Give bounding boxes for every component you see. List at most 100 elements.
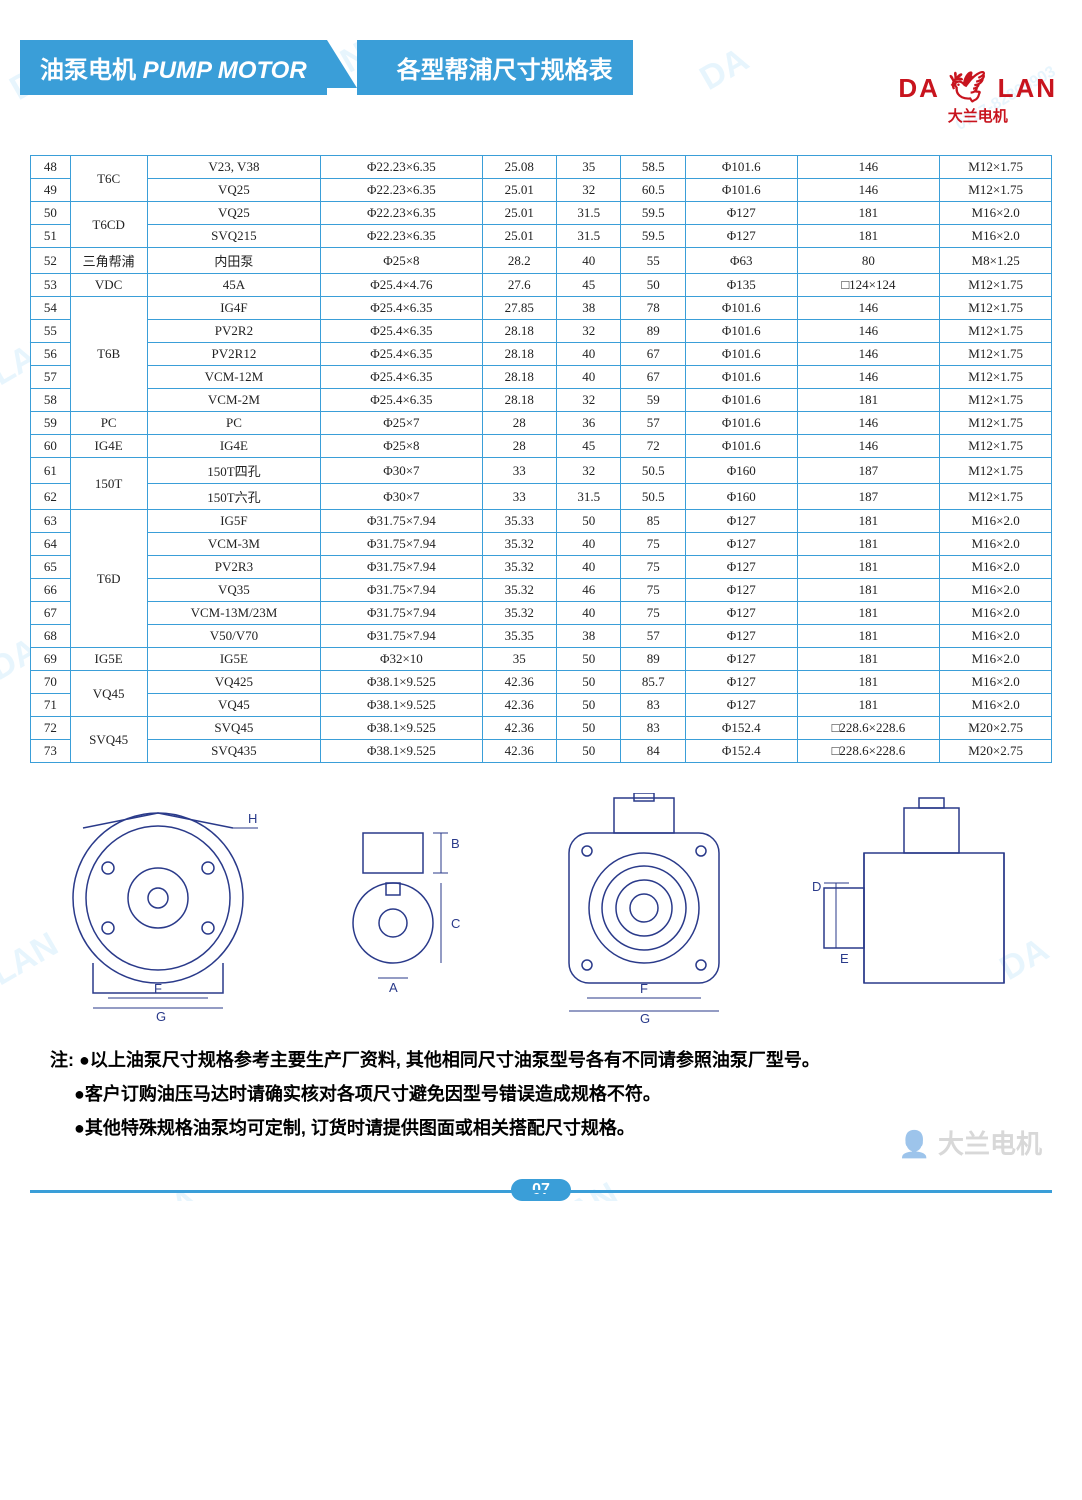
row-cell: M16×2.0 — [940, 202, 1052, 225]
row-cell: Φ25×8 — [321, 435, 482, 458]
svg-text:F: F — [154, 981, 162, 996]
row-cell: 181 — [797, 625, 940, 648]
table-row: 53VDC45AΦ25.4×4.7627.64550Φ135□124×124M1… — [31, 274, 1052, 297]
row-cell: 146 — [797, 435, 940, 458]
row-category: VQ45 — [70, 671, 147, 717]
row-cell: 28.18 — [482, 389, 556, 412]
row-cell: 181 — [797, 648, 940, 671]
row-cell: 50 — [556, 648, 621, 671]
row-index: 55 — [31, 320, 71, 343]
row-cell: 85 — [621, 510, 686, 533]
row-cell: 187 — [797, 484, 940, 510]
note-2: ●客户订购油压马达时请确实核对各项尺寸避免因型号错误造成规格不符。 — [74, 1084, 661, 1104]
table-row: 50T6CDVQ25Φ22.23×6.3525.0131.559.5Φ12718… — [31, 202, 1052, 225]
row-cell: 35 — [556, 156, 621, 179]
row-model: VCM-12M — [147, 366, 321, 389]
row-cell: 83 — [621, 694, 686, 717]
row-model: SVQ435 — [147, 740, 321, 763]
row-cell: 40 — [556, 343, 621, 366]
row-model: SVQ215 — [147, 225, 321, 248]
row-cell: 42.36 — [482, 740, 556, 763]
row-cell: 25.08 — [482, 156, 556, 179]
row-cell: 35.35 — [482, 625, 556, 648]
row-cell: 40 — [556, 602, 621, 625]
row-cell: Φ101.6 — [685, 389, 797, 412]
row-cell: Φ31.75×7.94 — [321, 556, 482, 579]
row-cell: Φ38.1×9.525 — [321, 671, 482, 694]
row-index: 70 — [31, 671, 71, 694]
row-cell: Φ63 — [685, 248, 797, 274]
row-model: VQ45 — [147, 694, 321, 717]
table-row: 73SVQ435Φ38.1×9.52542.365084Φ152.4□228.6… — [31, 740, 1052, 763]
row-category: 150T — [70, 458, 147, 510]
row-cell: 28.2 — [482, 248, 556, 274]
row-cell: 146 — [797, 366, 940, 389]
row-cell: 181 — [797, 533, 940, 556]
row-model: VQ25 — [147, 179, 321, 202]
row-cell: 181 — [797, 389, 940, 412]
row-cell: 27.85 — [482, 297, 556, 320]
row-model: V23, V38 — [147, 156, 321, 179]
spec-table: 48T6CV23, V38Φ22.23×6.3525.083558.5Φ101.… — [30, 155, 1052, 763]
bird-icon: 🕊 — [948, 71, 988, 104]
brand-lan: LAN — [998, 73, 1057, 103]
row-cell: 146 — [797, 412, 940, 435]
row-cell: Φ25.4×6.35 — [321, 320, 482, 343]
row-index: 68 — [31, 625, 71, 648]
row-cell: Φ25.4×6.35 — [321, 366, 482, 389]
row-cell: 35.32 — [482, 533, 556, 556]
row-cell: 27.6 — [482, 274, 556, 297]
row-cell: Φ38.1×9.525 — [321, 717, 482, 740]
row-cell: M12×1.75 — [940, 297, 1052, 320]
row-cell: Φ22.23×6.35 — [321, 179, 482, 202]
row-category: T6D — [70, 510, 147, 648]
row-model: PV2R3 — [147, 556, 321, 579]
row-cell: 35.32 — [482, 602, 556, 625]
row-cell: Φ127 — [685, 694, 797, 717]
row-cell: □124×124 — [797, 274, 940, 297]
row-model: PV2R12 — [147, 343, 321, 366]
svg-text:G: G — [640, 1011, 650, 1023]
row-index: 72 — [31, 717, 71, 740]
table-row: 49VQ25Φ22.23×6.3525.013260.5Φ101.6146M12… — [31, 179, 1052, 202]
table-row: 68V50/V70Φ31.75×7.9435.353857Φ127181M16×… — [31, 625, 1052, 648]
row-category: T6B — [70, 297, 147, 412]
svg-text:F: F — [640, 981, 648, 996]
row-cell: 75 — [621, 556, 686, 579]
header-tab1-en: PUMP MOTOR — [143, 57, 307, 84]
note-3: ●其他特殊规格油泵均可定制, 订货时请提供图面或相关搭配尺寸规格。 — [74, 1118, 635, 1138]
row-cell: 31.5 — [556, 484, 621, 510]
diagram-shaft: A B C — [333, 808, 483, 1008]
row-cell: 32 — [556, 179, 621, 202]
row-cell: 181 — [797, 556, 940, 579]
row-cell: Φ31.75×7.94 — [321, 533, 482, 556]
row-index: 63 — [31, 510, 71, 533]
row-index: 73 — [31, 740, 71, 763]
row-category: IG5E — [70, 648, 147, 671]
row-category: VDC — [70, 274, 147, 297]
row-cell: M16×2.0 — [940, 533, 1052, 556]
row-cell: 40 — [556, 366, 621, 389]
row-cell: 28.18 — [482, 366, 556, 389]
svg-text:G: G — [156, 1009, 166, 1023]
row-model: IG5F — [147, 510, 321, 533]
row-cell: 59.5 — [621, 202, 686, 225]
row-cell: M16×2.0 — [940, 556, 1052, 579]
table-row: 57VCM-12MΦ25.4×6.3528.184067Φ101.6146M12… — [31, 366, 1052, 389]
table-row: 62150T六孔Φ30×73331.550.5Φ160187M12×1.75 — [31, 484, 1052, 510]
table-row: 58VCM-2MΦ25.4×6.3528.183259Φ101.6181M12×… — [31, 389, 1052, 412]
row-cell: 32 — [556, 458, 621, 484]
row-cell: Φ152.4 — [685, 740, 797, 763]
row-cell: M12×1.75 — [940, 274, 1052, 297]
svg-text:D: D — [812, 879, 821, 894]
row-cell: 35.32 — [482, 556, 556, 579]
row-index: 57 — [31, 366, 71, 389]
row-index: 69 — [31, 648, 71, 671]
row-cell: □228.6×228.6 — [797, 717, 940, 740]
row-model: VQ25 — [147, 202, 321, 225]
row-cell: 40 — [556, 248, 621, 274]
row-cell: 181 — [797, 671, 940, 694]
row-cell: 85.7 — [621, 671, 686, 694]
row-cell: Φ152.4 — [685, 717, 797, 740]
row-cell: 25.01 — [482, 202, 556, 225]
